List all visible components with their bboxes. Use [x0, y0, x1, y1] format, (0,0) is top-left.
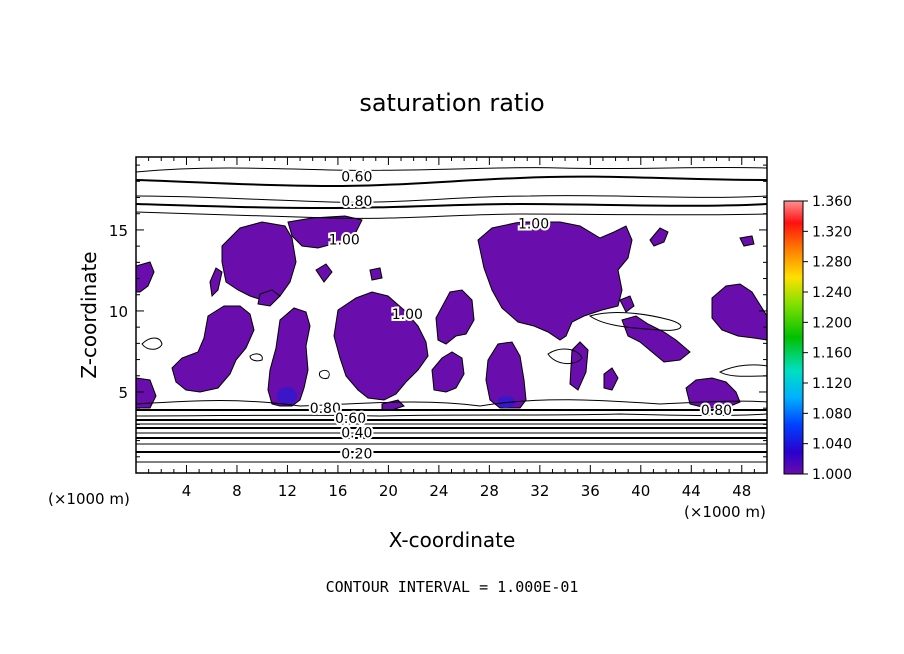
x-tick-label: 48	[732, 482, 751, 500]
cloud-region	[171, 305, 255, 393]
contour-labels: 0.600.801.001.001.000.800.600.400.200.80	[308, 167, 734, 464]
y-tick-label: 15	[109, 222, 128, 240]
cloud-region	[136, 261, 155, 293]
x-tick-label: 16	[328, 482, 347, 500]
cloud-region	[477, 221, 633, 341]
contour-label: 0.80	[310, 401, 341, 417]
cloud-region	[267, 307, 311, 407]
contour-label: 0.80	[341, 194, 372, 210]
colorbar-label: 1.320	[812, 224, 852, 240]
cloud-region	[739, 235, 755, 247]
y-axis-label: Z-coordinate	[77, 251, 101, 378]
cloud-core	[277, 387, 297, 405]
contour-label: 1.00	[392, 307, 423, 323]
cloud-region	[619, 295, 635, 313]
colorbar-label: 1.040	[812, 437, 852, 453]
colorbar-label: 1.280	[812, 255, 852, 271]
cloud-region	[603, 367, 619, 391]
x-tick-label: 20	[379, 482, 398, 500]
x-tick-label: 28	[480, 482, 499, 500]
cloud-region	[485, 341, 527, 409]
colorbar-label: 1.160	[812, 346, 852, 362]
cloud-region	[431, 351, 465, 393]
colorbar-label: 1.120	[812, 376, 852, 392]
cloud-region	[209, 267, 223, 298]
cloud-core	[497, 396, 515, 408]
contour-label: 0.60	[335, 411, 366, 427]
cloud-region	[369, 267, 383, 281]
x-tick-label: 8	[232, 482, 242, 500]
contour-label: 0.40	[341, 425, 372, 441]
plot-area: 0.600.801.001.001.000.800.600.400.200.80	[136, 166, 767, 465]
x-tick-label: 32	[530, 482, 549, 500]
colorbar-label: 1.200	[812, 315, 852, 331]
y-axis: 5 10 15	[109, 164, 767, 458]
cloud-region	[221, 221, 297, 301]
x-unit-left: (×1000 m)	[48, 490, 130, 508]
x-tick-label: 40	[631, 482, 650, 500]
cloud-region	[569, 341, 589, 391]
cloud-region	[287, 215, 363, 249]
contour-label: 0.80	[701, 403, 732, 419]
cloud-region	[621, 315, 691, 363]
y-tick-label: 10	[109, 303, 128, 321]
cloud-region	[315, 263, 333, 283]
colorbar	[783, 200, 804, 475]
colorbar-label: 1.080	[812, 406, 852, 422]
x-axis: 4 8 12 16 20 24 28 32 36 40 44 48	[148, 157, 755, 500]
cloud-region	[649, 227, 669, 247]
x-tick-label: 36	[581, 482, 600, 500]
cloud-region	[435, 289, 475, 345]
cloud-region	[381, 399, 405, 411]
colorbar-label: 1.000	[812, 467, 852, 483]
contour-label: 1.00	[329, 233, 360, 249]
x-tick-label: 24	[429, 482, 448, 500]
cloud-region	[333, 291, 429, 401]
contour-lines	[136, 166, 767, 463]
chart-title: saturation ratio	[359, 89, 544, 117]
x-tick-label: 44	[682, 482, 701, 500]
x-tick-label: 12	[278, 482, 297, 500]
x-axis-label: X-coordinate	[389, 528, 516, 552]
contour-interval-note: CONTOUR INTERVAL = 1.000E-01	[326, 578, 579, 596]
x-tick-label: 4	[182, 482, 192, 500]
colorbar-label: 1.360	[812, 194, 852, 210]
cloud-region	[685, 377, 741, 409]
contour-label: 0.20	[341, 447, 372, 463]
contour-label: 0.60	[341, 169, 372, 185]
y-tick-label: 5	[118, 384, 128, 402]
colorbar-label: 1.240	[812, 285, 852, 301]
colorbar-labels: 1.360 1.320 1.280 1.240 1.200 1.160 1.120 1.080…	[803, 194, 852, 483]
cloud-region	[257, 289, 281, 307]
contour-label: 1.00	[518, 216, 549, 232]
supersaturation-regions	[136, 215, 767, 411]
cloud-region	[711, 283, 767, 341]
x-unit-right: (×1000 m)	[684, 503, 766, 521]
cloud-region	[136, 377, 157, 409]
